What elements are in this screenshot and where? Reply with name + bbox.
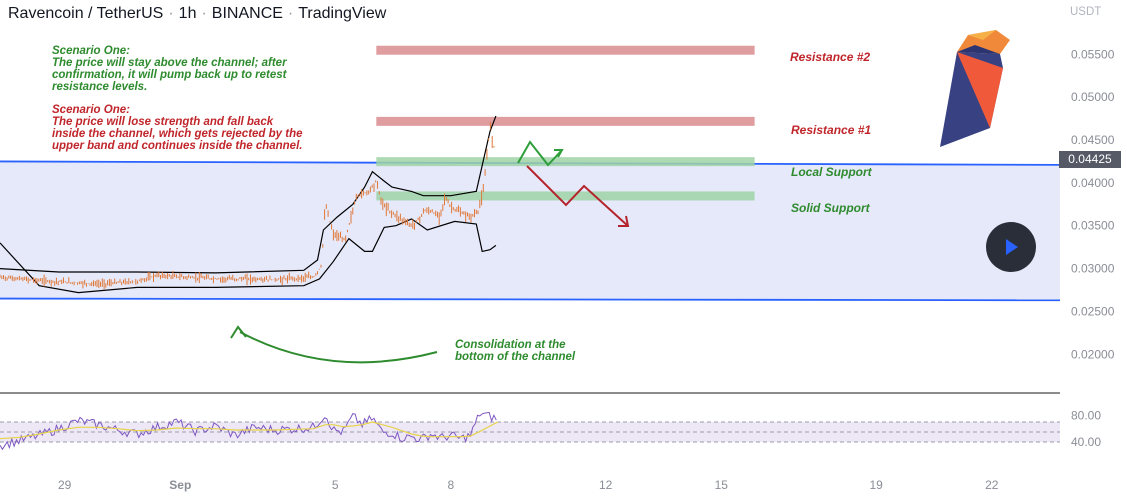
- resistance-zone[interactable]: [376, 116, 755, 126]
- logo-neck: [957, 45, 1000, 54]
- price-axis-unit: USDT: [1070, 6, 1102, 18]
- channel-lower-line[interactable]: [0, 297, 1061, 302]
- x-tick-label: 19: [869, 478, 883, 492]
- x-tick-label: 29: [58, 478, 72, 492]
- bollinger-lower-line: [0, 218, 497, 294]
- scenario-one-line: The price will stay above the channel; a…: [52, 57, 287, 69]
- scenario-two-line: The price will lose strength and fall ba…: [52, 116, 274, 128]
- price-series: [0, 121, 495, 290]
- bullish-arrow-head: [554, 149, 564, 158]
- x-tick-label: 22: [985, 478, 999, 492]
- y-tick-label: 0.03000: [1071, 262, 1115, 276]
- support-zone[interactable]: [376, 157, 755, 167]
- bearish-arrow-head: [618, 215, 630, 227]
- y-tick-label: 0.04500: [1071, 133, 1115, 147]
- consolidation-line: bottom of the channel: [455, 351, 576, 363]
- resistance-zone[interactable]: [376, 45, 755, 55]
- exchange-name: BINANCE: [211, 5, 283, 22]
- scenario-two-line: upper band and continues inside the chan…: [52, 140, 303, 152]
- y-tick-label: 0.03500: [1071, 219, 1115, 233]
- x-tick-label: 5: [332, 478, 339, 492]
- rsi-tick-label: 80.00: [1071, 408, 1101, 422]
- interval[interactable]: 1h: [178, 5, 197, 22]
- play-icon: [1006, 239, 1018, 255]
- scenario-arrows: [230, 140, 630, 364]
- scenario-two-note: Scenario One: The price will lose streng…: [52, 104, 303, 152]
- current-price-tag: 0.04425: [1059, 151, 1121, 168]
- consolidation-note: Consolidation at the bottom of the chann…: [455, 339, 575, 363]
- x-tick-label: Sep: [169, 478, 191, 492]
- channel: [0, 160, 1061, 302]
- bollinger-upper-line: [0, 115, 497, 274]
- logo-beak: [968, 30, 996, 40]
- consolidation-arrow: [239, 331, 438, 364]
- platform-name: TradingView: [298, 5, 387, 22]
- x-tick-label: 8: [447, 478, 454, 492]
- rsi-tick-label: 40.00: [1071, 435, 1101, 449]
- y-tick-label: 0.05500: [1071, 47, 1115, 61]
- resistance-1-label: Resistance #1: [791, 123, 872, 137]
- bullish-scenario-arrow: [517, 140, 563, 167]
- scenario-one-note: Scenario One: The price will stay above …: [52, 45, 287, 93]
- y-tick-label: 0.02500: [1071, 304, 1115, 318]
- scenario-one-line: confirmation, it will pump back up to re…: [52, 69, 287, 81]
- axes: 0.05500 0.05000 0.04500 0.04000 0.03500 0.030…: [58, 47, 1115, 492]
- y-tick-label: 0.02000: [1071, 347, 1115, 361]
- scenario-one-line: resistance levels.: [52, 81, 148, 93]
- rsi-panel: [0, 392, 1060, 451]
- bollinger-bands: [0, 115, 497, 294]
- y-tick-label: 0.04000: [1071, 176, 1115, 190]
- scenario-two-title: Scenario One:: [52, 104, 130, 116]
- x-tick-label: 12: [599, 478, 613, 492]
- rsi-ma-line: [0, 421, 499, 440]
- resistance-2-label: Resistance #2: [790, 50, 871, 64]
- pair-name: Ravencoin / TetherUS: [8, 5, 164, 22]
- level-zones: [376, 45, 755, 201]
- logo-body: [957, 52, 1003, 128]
- local-support-label: Local Support: [791, 165, 872, 179]
- consolidation-line: Consolidation at the: [455, 339, 566, 351]
- bearish-scenario-arrow: [526, 165, 629, 227]
- scenario-two-line: inside the channel, which gets rejected …: [52, 128, 303, 140]
- rsi-band: [0, 422, 1060, 442]
- play-button[interactable]: [986, 222, 1036, 272]
- channel-fill: [0, 161, 1060, 301]
- solid-support-label: Solid Support: [791, 201, 870, 215]
- support-zone[interactable]: [376, 191, 755, 201]
- chart-header: Ravencoin / TetherUS · 1h · BINANCE · TradingV…: [8, 5, 387, 22]
- y-tick-label: 0.05000: [1071, 90, 1115, 104]
- x-tick-label: 15: [715, 478, 729, 492]
- consolidation-arrow-head: [230, 325, 247, 339]
- ravencoin-logo: [940, 30, 1010, 147]
- scenario-one-title: Scenario One:: [52, 45, 130, 57]
